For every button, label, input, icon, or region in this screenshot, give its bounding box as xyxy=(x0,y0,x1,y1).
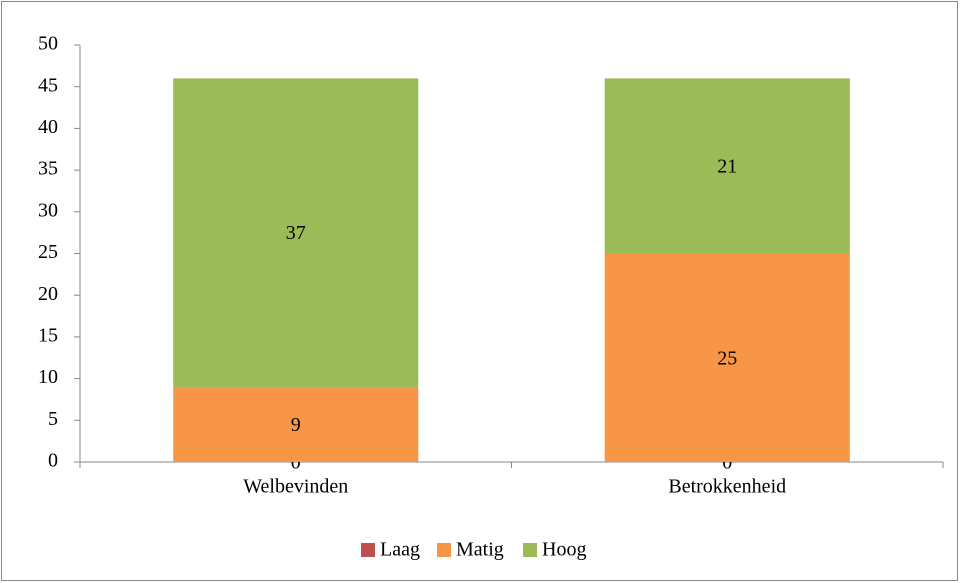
y-tick-label: 35 xyxy=(38,158,58,180)
bar-segment xyxy=(173,386,419,462)
data-label: 0 xyxy=(291,452,301,474)
data-label: 0 xyxy=(722,452,732,474)
y-tick-label: 5 xyxy=(48,408,58,430)
y-tick-label: 10 xyxy=(38,366,58,388)
y-tick-label: 40 xyxy=(38,116,58,138)
legend-label: Matig xyxy=(456,539,504,561)
y-tick-label: 20 xyxy=(38,283,58,305)
bar-segment xyxy=(604,253,850,462)
legend-swatch xyxy=(523,543,537,557)
data-label: 21 xyxy=(717,156,737,178)
y-tick-label: 0 xyxy=(48,450,58,472)
data-label: 25 xyxy=(717,347,737,369)
y-tick-label: 15 xyxy=(38,324,58,346)
y-tick-label: 50 xyxy=(38,33,58,55)
legend-swatch xyxy=(437,543,451,557)
y-tick-label: 45 xyxy=(38,74,58,96)
bar-segment xyxy=(604,78,850,254)
x-tick-label: Betrokkenheid xyxy=(668,476,786,498)
legend-swatch xyxy=(361,543,375,557)
bar-segment xyxy=(173,78,419,387)
x-tick-label: Welbevinden xyxy=(243,476,348,498)
data-label: 9 xyxy=(291,414,301,436)
y-tick-label: 25 xyxy=(38,241,58,263)
legend-label: Laag xyxy=(380,539,420,561)
legend-label: Hoog xyxy=(542,539,586,561)
y-tick-label: 30 xyxy=(38,199,58,221)
data-label: 37 xyxy=(286,222,306,244)
